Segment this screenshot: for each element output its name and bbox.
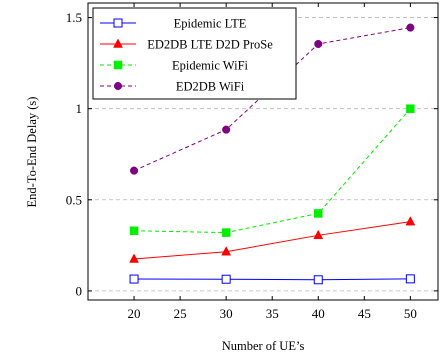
data-point: [406, 23, 415, 32]
data-point: [406, 104, 415, 113]
plot-frame: [87, 2, 439, 301]
legend-marker: [113, 81, 123, 91]
data-point: [222, 125, 231, 134]
y-tick-label: 0: [76, 283, 83, 298]
series-2: [129, 216, 416, 263]
series-3: [129, 104, 415, 237]
axis-ticks: 0 0.5 1 1.5 20 25 30 35 40 45 50: [66, 3, 438, 321]
x-tick-label: 25: [174, 306, 187, 321]
legend-item: Epidemic LTE: [100, 17, 247, 31]
series-line: [134, 108, 411, 234]
legend-marker: [113, 38, 123, 48]
series-line: [134, 278, 411, 281]
legend-label: ED2DB LTE D2D ProSe: [147, 38, 273, 52]
data-point: [314, 39, 323, 49]
y-tick-label: 1.5: [66, 10, 82, 25]
y-axis-label: End-To-End Delay (s): [25, 97, 39, 208]
y-tick-label: 0.5: [66, 192, 82, 207]
legend-label: Epidemic LTE: [174, 17, 247, 31]
legend-item: ED2DB LTE D2D ProSe: [100, 38, 273, 52]
legend-marker: [113, 18, 123, 28]
legend-item: Epidemic WiFi: [100, 59, 249, 73]
data-point: [129, 274, 139, 284]
x-tick-label: 45: [358, 306, 371, 321]
x-tick-label: 40: [312, 306, 325, 321]
x-axis-label: Number of UE’s: [222, 339, 305, 353]
data-point: [130, 166, 139, 175]
x-tick-label: 30: [220, 306, 233, 321]
x-tick-label: 50: [404, 306, 417, 321]
data-point: [405, 274, 415, 284]
y-tick-label: 1: [76, 101, 83, 116]
legend: Epidemic LTE ED2DB LTE D2D ProSe Epidemic …: [92, 7, 297, 100]
data-point: [314, 209, 323, 218]
data-point: [313, 229, 324, 240]
legend-marker: [113, 60, 123, 70]
data-point: [405, 216, 416, 226]
legend-label: ED2DB WiFi: [176, 80, 245, 94]
data-point: [313, 275, 323, 285]
x-tick-label: 35: [266, 306, 279, 321]
legend-item: ED2DB WiFi: [100, 80, 245, 94]
series-line: [134, 221, 411, 260]
data-point: [129, 226, 139, 236]
data-point: [129, 253, 139, 263]
series-1: [129, 274, 415, 285]
data-point: [221, 246, 232, 256]
series-layer: [129, 23, 416, 285]
data-point: [221, 228, 231, 237]
data-point: [221, 274, 231, 284]
x-tick-label: 20: [128, 306, 141, 321]
legend-label: Epidemic WiFi: [172, 59, 249, 73]
